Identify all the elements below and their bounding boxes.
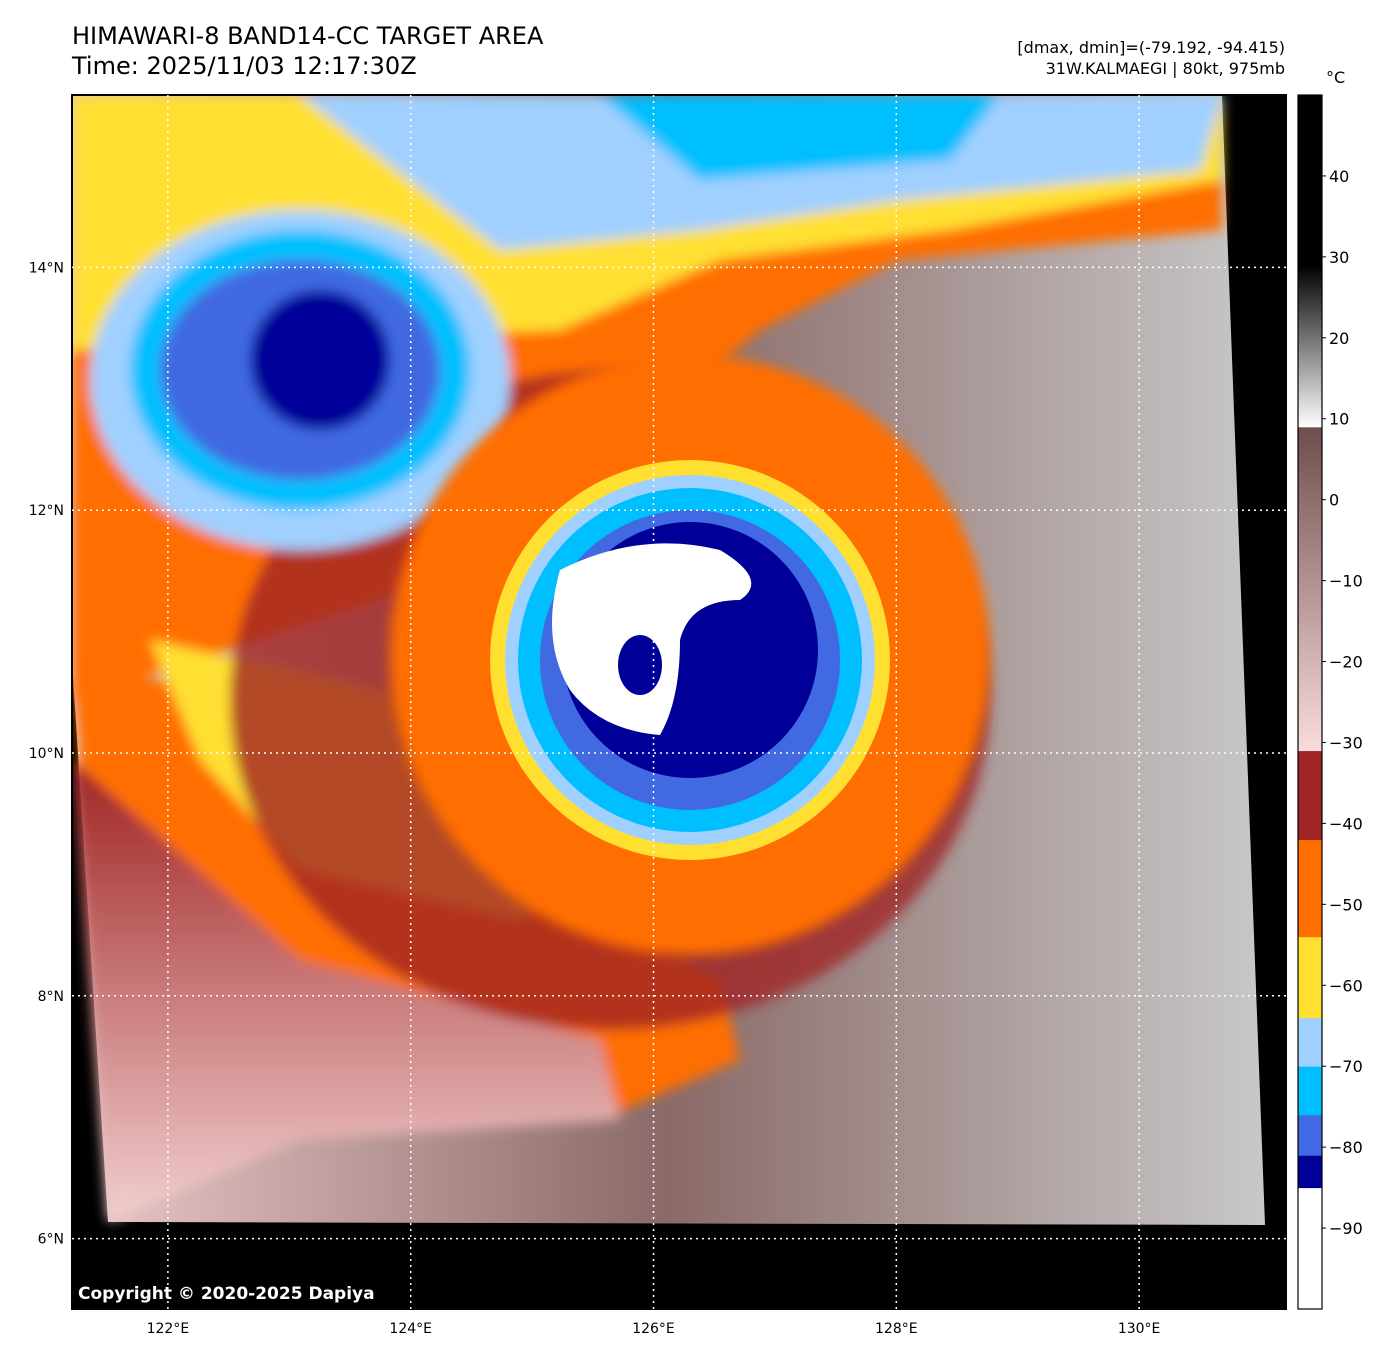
colorbar-segment (1298, 839, 1322, 938)
colorbar-tick-label: −90 (1329, 1219, 1363, 1238)
lon-tick-label: 126°E (632, 1321, 675, 1337)
colorbar-tick-label: −80 (1329, 1138, 1363, 1157)
plot-frame (71, 94, 1287, 1310)
colorbar-tick-label: 40 (1329, 167, 1349, 186)
colorbar: 40 30 20 10 0 −10 −20 −30 −40 −50 −60 −70 −80 −90 (1297, 94, 1363, 1310)
lat-tick-label: 8°N (38, 989, 64, 1005)
colorbar-tick-label: −70 (1329, 1057, 1363, 1076)
colorbar-tick-label: −10 (1329, 572, 1363, 591)
lon-tick-label: 128°E (875, 1321, 918, 1337)
colorbar-segment (1298, 1155, 1322, 1189)
colorbar-segment (1298, 264, 1322, 428)
colorbar-tick-label: −50 (1329, 895, 1363, 914)
colorbar-tick-label: −20 (1329, 653, 1363, 672)
colorbar-tick-label: 0 (1329, 491, 1339, 510)
colorbar-unit: °C (1326, 68, 1346, 87)
colorbar-frame (1297, 94, 1323, 1310)
colorbar-segment (1298, 1114, 1322, 1156)
colorbar-tick-label: −40 (1329, 814, 1363, 833)
colorbar-tick-label: −60 (1329, 976, 1363, 995)
colorbar-segment (1298, 936, 1322, 1019)
colorbar-segment (1298, 1187, 1322, 1310)
colorbar-tick-label: 10 (1329, 410, 1349, 429)
chart-time: Time: 2025/11/03 12:17:30Z (72, 52, 417, 80)
colorbar-tick-label: −30 (1329, 733, 1363, 752)
lat-tick-label: 6°N (38, 1232, 64, 1248)
lon-tick-label: 124°E (389, 1321, 432, 1337)
storm-info-label: 31W.KALMAEGI | 80kt, 975mb (1045, 59, 1285, 78)
colorbar-tick-label: 30 (1329, 248, 1349, 267)
satellite-imagery (72, 95, 1286, 1309)
lat-tick-label: 14°N (29, 260, 64, 276)
colorbar-segment (1298, 750, 1322, 841)
colorbar-segment (1298, 426, 1322, 752)
colorbar-segment (1298, 95, 1322, 266)
lon-tick-label: 130°E (1118, 1321, 1161, 1337)
chart-title: HIMAWARI-8 BAND14-CC TARGET AREA (72, 22, 544, 50)
cyclone-cloud-shield (390, 355, 990, 955)
lat-tick-label: 10°N (29, 746, 64, 762)
dmax-dmin-label: [dmax, dmin]=(-79.192, -94.415) (1017, 38, 1285, 57)
colorbar-tick-label: 20 (1329, 329, 1349, 348)
graticule (72, 95, 1286, 1309)
copyright-label: Copyright © 2020-2025 Dapiya (78, 1284, 375, 1304)
colorbar-segment (1298, 1017, 1322, 1067)
lat-tick-label: 12°N (29, 503, 64, 519)
lon-tick-label: 122°E (147, 1321, 190, 1337)
colorbar-segment (1298, 1066, 1322, 1116)
